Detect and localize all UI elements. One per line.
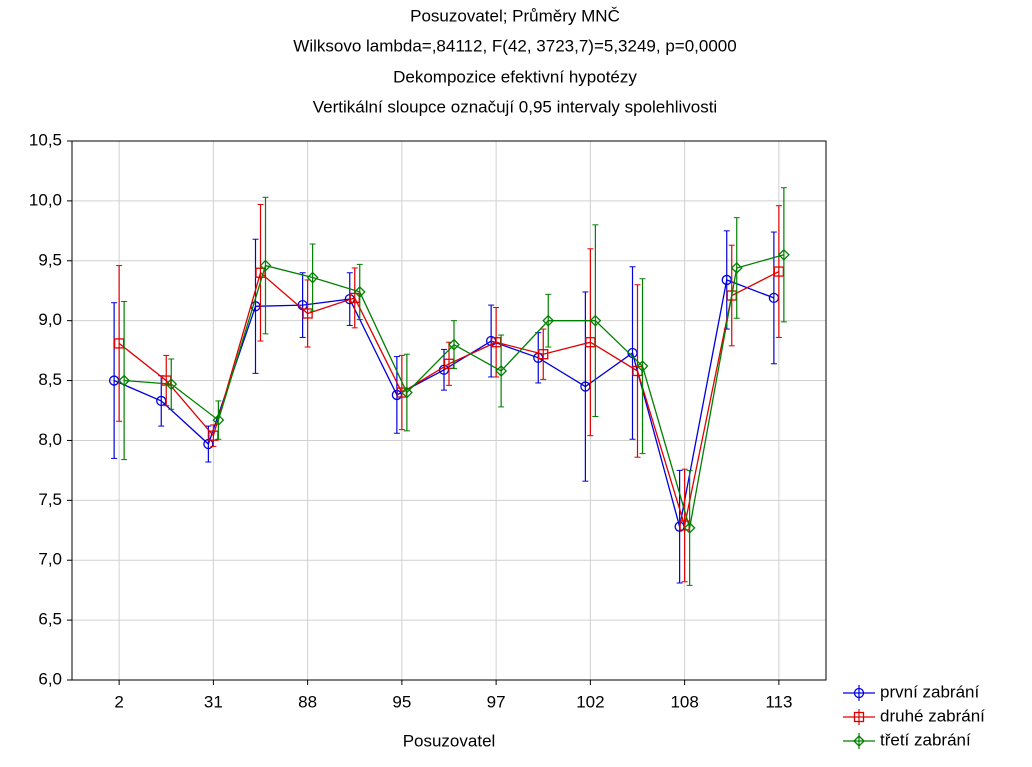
y-tick-label: 8,0 xyxy=(38,430,62,449)
y-tick-label: 8,5 xyxy=(38,370,62,389)
data-point xyxy=(636,360,649,373)
y-tick-label: 6,5 xyxy=(38,610,62,629)
chart-subtitle: Wilksovo lambda=,84112, F(42, 3723,7)=5,… xyxy=(293,36,736,55)
y-tick-label: 7,0 xyxy=(38,550,62,569)
legend-marker xyxy=(853,687,865,699)
x-tick-label: 108 xyxy=(670,692,698,711)
annotation: Dekompozice efektivní hypotézy xyxy=(393,67,637,86)
data-point xyxy=(777,248,790,261)
x-tick-label: 31 xyxy=(204,692,223,711)
data-point xyxy=(495,365,508,377)
data-point xyxy=(118,374,131,387)
legend-label: první zabrání xyxy=(880,682,979,701)
x-tick-label: 88 xyxy=(298,692,317,711)
y-tick-label: 10,5 xyxy=(29,130,62,149)
legend-marker xyxy=(853,735,865,747)
legend-marker xyxy=(853,711,865,723)
legend-label: třetí zabrání xyxy=(880,730,971,749)
data-point xyxy=(730,262,743,274)
data-point xyxy=(165,378,178,391)
x-tick-label: 113 xyxy=(765,692,792,711)
x-tick-label: 95 xyxy=(392,692,411,711)
data-point xyxy=(306,271,319,284)
y-tick-label: 9,5 xyxy=(38,250,62,269)
data-point xyxy=(448,338,460,351)
data-point xyxy=(212,414,225,427)
x-axis-label: Posuzovatel xyxy=(403,731,496,750)
chart-title: Posuzovatel; Průměry MNČ xyxy=(410,6,620,25)
y-tick-label: 7,5 xyxy=(38,490,62,509)
plot-border xyxy=(71,140,827,681)
x-tick-label: 102 xyxy=(576,692,604,711)
y-tick-label: 10,0 xyxy=(29,190,62,209)
data-point xyxy=(353,286,366,298)
data-point xyxy=(259,259,272,272)
x-tick-label: 97 xyxy=(487,692,506,711)
data-point xyxy=(542,314,555,327)
legend-label: druhé zabrání xyxy=(880,706,985,725)
annotation: Vertikální sloupce označují 0,95 interva… xyxy=(313,97,717,116)
y-tick-label: 9,0 xyxy=(38,310,62,329)
x-tick-label: 2 xyxy=(114,692,123,711)
data-point xyxy=(302,308,313,319)
data-point xyxy=(683,521,696,534)
data-point xyxy=(589,314,602,327)
data-point xyxy=(400,386,413,399)
y-tick-label: 6,0 xyxy=(38,669,62,688)
data-point xyxy=(538,349,549,360)
